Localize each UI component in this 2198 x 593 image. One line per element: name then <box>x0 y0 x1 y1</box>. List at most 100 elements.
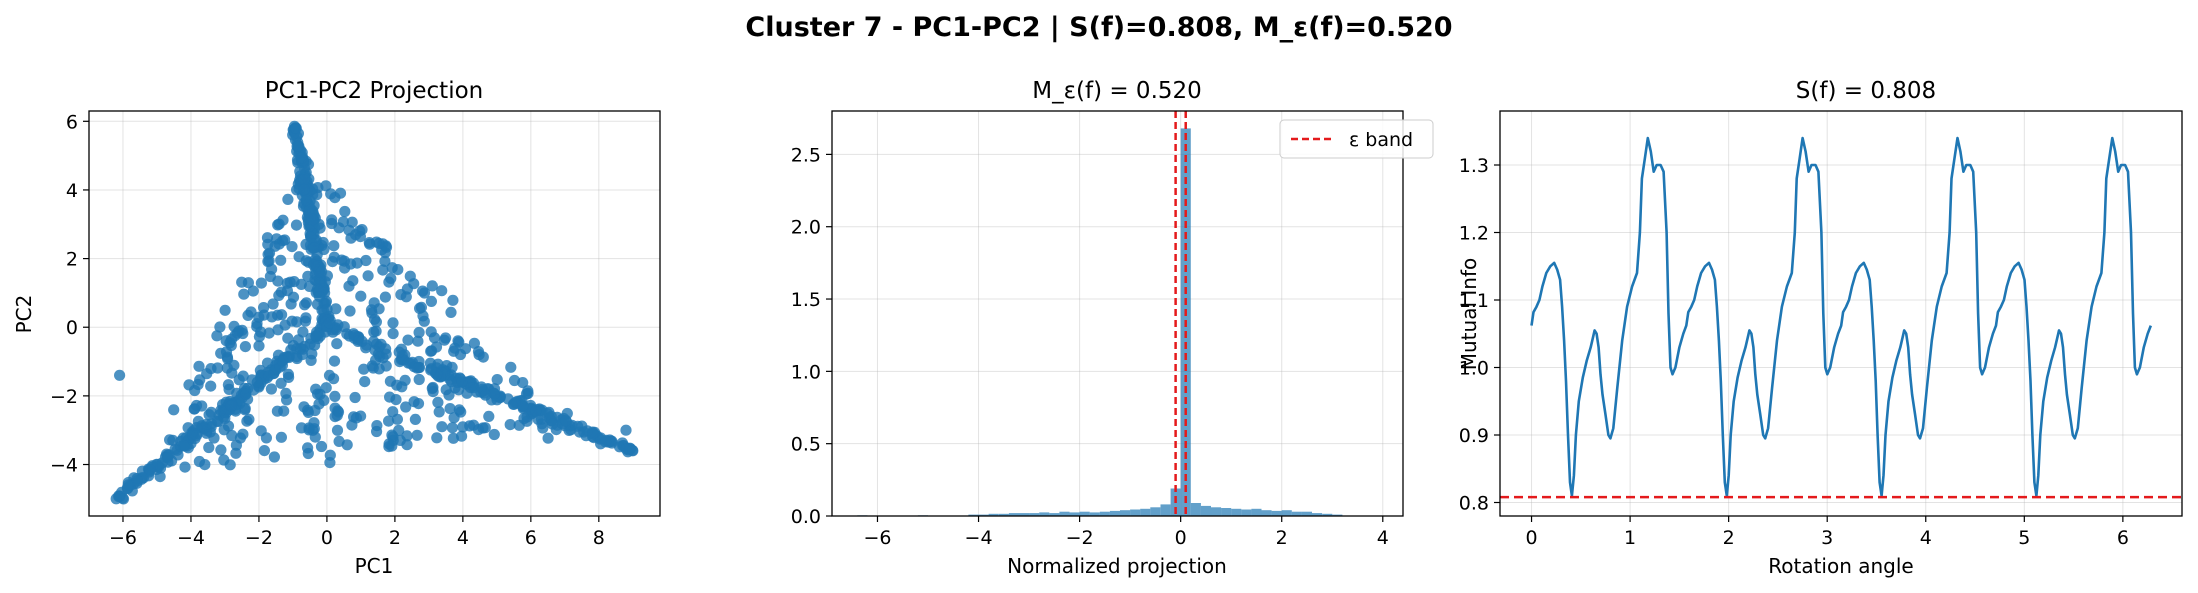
line-frame <box>1499 110 2183 517</box>
histogram-bar <box>1211 507 1222 516</box>
scatter-point <box>355 290 367 302</box>
scatter-point <box>379 255 391 267</box>
scatter-point <box>196 420 208 432</box>
scatter-point <box>384 375 396 387</box>
scatter-point <box>161 452 174 464</box>
scatter-point <box>231 327 243 339</box>
scatter-point <box>239 404 251 416</box>
scatter-point <box>241 415 253 427</box>
scatter-point <box>324 449 336 461</box>
scatter-point <box>265 383 277 395</box>
scatter-point <box>488 428 500 441</box>
scatter-point <box>379 291 391 303</box>
y-tick-label: 4 <box>66 180 78 202</box>
y-tick-label: −4 <box>50 455 78 477</box>
y-tick-label: 6 <box>66 111 78 133</box>
x-tick-label: 6 <box>2117 527 2129 549</box>
legend-box <box>1279 119 1434 159</box>
histogram-bars <box>857 111 1343 516</box>
histogram-title: M_ε(f) = 0.520 <box>1032 78 1202 104</box>
scatter-point <box>219 304 231 316</box>
scatter-point <box>226 429 238 442</box>
scatter-point <box>203 441 215 454</box>
histogram-bar <box>1322 513 1333 516</box>
y-tick-label: 1.1 <box>1459 290 1489 312</box>
scatter-point <box>587 428 599 440</box>
x-tick-label: −4 <box>965 527 993 549</box>
histogram-grid <box>832 111 1403 517</box>
scatter-point <box>201 368 213 380</box>
scatter-point <box>267 298 279 310</box>
scatter-xlabel: PC1 <box>355 554 394 578</box>
scatter-point <box>305 231 317 243</box>
scatter-point <box>436 421 448 433</box>
scatter-point <box>301 211 313 223</box>
scatter-point <box>347 275 359 287</box>
scatter-point <box>275 254 287 266</box>
scatter-point <box>620 424 632 436</box>
scatter-point <box>326 256 339 268</box>
scatter-point <box>242 309 254 321</box>
histogram-bar <box>1049 513 1060 516</box>
scatter-frame <box>88 110 661 517</box>
scatter-point <box>428 332 441 344</box>
x-tick-label: 8 <box>593 527 605 549</box>
scatter-point <box>290 219 303 231</box>
scatter-point <box>443 389 455 401</box>
scatter-point <box>360 254 372 267</box>
scatter-point <box>282 368 294 380</box>
scatter-point <box>444 403 456 415</box>
scatter-point <box>230 447 242 459</box>
scatter-ticks: −6 −4 −2 0 2 4 6 8 −4 −2 0 2 4 6 <box>50 111 605 549</box>
line-ylabel: Mutual Info <box>1457 258 1481 370</box>
line-grid <box>1500 111 2182 516</box>
scatter-point <box>393 424 405 436</box>
panel-scatter: PC1-PC2 Projection −6 −4 −2 0 2 4 6 8 −4 −2 0 2 4 6 P… <box>12 78 661 578</box>
scatter-point <box>537 422 549 434</box>
scatter-point <box>214 321 226 333</box>
scatter-point <box>222 353 234 365</box>
scatter-point <box>535 413 548 425</box>
scatter-point <box>253 340 265 352</box>
scatter-point <box>302 442 314 454</box>
scatter-point <box>295 343 307 355</box>
scatter-point <box>426 280 438 292</box>
scatter-point <box>483 410 495 422</box>
scatter-point <box>377 264 389 276</box>
histogram-bar <box>1130 509 1141 516</box>
scatter-point <box>266 311 278 323</box>
line-series <box>1500 136 2182 499</box>
scatter-point <box>339 205 351 218</box>
y-tick-label: 1.0 <box>1459 358 1489 380</box>
scatter-point <box>255 277 267 289</box>
scatter-point <box>315 440 328 453</box>
histogram-bar <box>1291 511 1302 516</box>
scatter-point <box>233 374 245 386</box>
scatter-point <box>268 451 280 463</box>
scatter-point <box>275 377 287 389</box>
scatter-point <box>328 373 340 385</box>
line-xlabel: Rotation angle <box>1768 554 1914 578</box>
scatter-point <box>331 424 344 436</box>
histogram-bar <box>1120 510 1131 516</box>
scatter-point <box>251 376 263 388</box>
histogram-bar <box>1231 508 1242 516</box>
histogram-bar <box>1019 513 1030 516</box>
scatter-point <box>333 222 345 234</box>
scatter-point <box>247 285 259 297</box>
scatter-point <box>275 431 287 443</box>
histogram-bar <box>1241 509 1252 516</box>
histogram-xlabel: Normalized projection <box>1007 554 1227 578</box>
scatter-point <box>402 334 414 346</box>
histogram-bar <box>1221 508 1232 516</box>
scatter-point <box>456 430 468 442</box>
histogram-bar <box>1059 511 1070 516</box>
scatter-point <box>238 288 250 300</box>
scatter-point <box>211 330 223 342</box>
scatter-point <box>472 424 485 436</box>
scatter-point <box>263 247 276 259</box>
scatter-point <box>349 391 361 404</box>
scatter-point <box>431 432 443 444</box>
scatter-point <box>177 439 190 452</box>
scatter-point <box>306 348 318 360</box>
